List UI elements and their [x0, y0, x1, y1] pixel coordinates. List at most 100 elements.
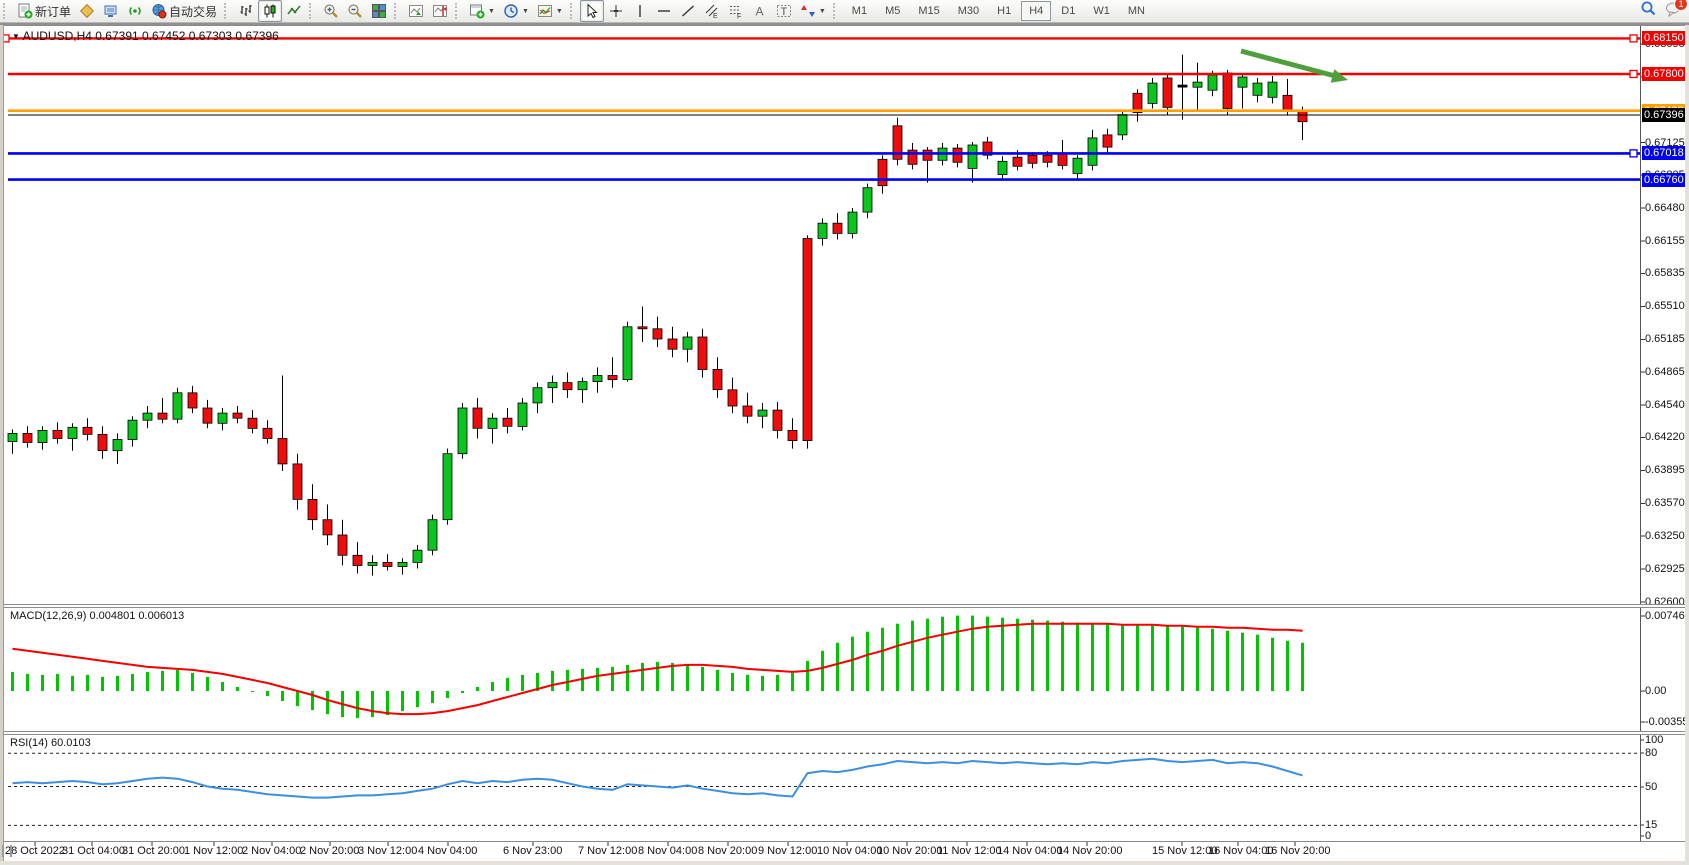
toolbar-grip [832, 3, 839, 19]
price-badge: 0.67800 [1642, 66, 1689, 81]
chevron-down-icon: ▼ [521, 7, 529, 15]
trendline-button[interactable] [676, 0, 700, 22]
period-button[interactable]: ▼ [499, 0, 533, 22]
auto-scroll-button[interactable] [404, 0, 428, 22]
auto-trading-button[interactable]: 自动交易 [147, 0, 221, 22]
timeframe-m1[interactable]: M1 [851, 5, 868, 17]
date-tick-label: 8 Nov 20:00 [698, 845, 758, 857]
symbol-period-label: AUDUSD,H4 [22, 29, 92, 43]
community-button[interactable]: 1 [1665, 0, 1688, 22]
clock-icon [503, 3, 519, 19]
macd-separator[interactable] [0, 604, 1689, 608]
new-order-button-label: 新订单 [35, 4, 72, 19]
timeframe-mn[interactable]: MN [1127, 5, 1145, 17]
chart-title: ▼ AUDUSD,H4 0.67391 0.67452 0.67303 0.67… [12, 29, 279, 43]
date-tick-label: 9 Nov 12:00 [758, 845, 818, 857]
price-tick-label: 0.64220 [1645, 431, 1685, 444]
signals-button[interactable] [123, 0, 147, 22]
line-handle[interactable] [1629, 69, 1638, 79]
text-button[interactable]: A [748, 0, 772, 22]
date-tick-label: 2 Nov 04:00 [242, 845, 302, 857]
timeframe-m5[interactable]: M5 [885, 5, 901, 17]
svg-text:E: E [713, 13, 718, 19]
chevron-down-icon: ▼ [818, 7, 826, 15]
date-tick-label: 10 Nov 04:00 [817, 845, 883, 857]
text-label-button[interactable]: T [772, 0, 796, 22]
resize-grip[interactable] [2, 845, 12, 857]
fibonacci-icon: F [728, 3, 744, 19]
autotrade-icon [151, 3, 167, 19]
zoom-in-button[interactable] [319, 0, 343, 22]
toolbar-grip [224, 3, 230, 19]
new-chart-button[interactable]: ▼ [465, 0, 499, 22]
timeframe-m30[interactable]: M30 [957, 5, 980, 17]
line-handle[interactable] [1629, 34, 1638, 43]
macd-tick-label: -0.003551 [1645, 716, 1689, 728]
crosshair-icon [608, 3, 624, 19]
date-tick-label: 10 Nov 20:00 [877, 845, 943, 857]
price-badge: 0.67018 [1642, 146, 1689, 161]
equidistant-channel-button[interactable]: E [700, 0, 724, 22]
rsi-tick-label: 80 [1645, 747, 1658, 759]
rsi-tick-label: 15 [1645, 819, 1658, 831]
auto-trading-button-label: 自动交易 [169, 4, 218, 19]
ohlc-label: 0.67391 0.67452 0.67303 0.67396 [95, 29, 279, 43]
chart-shift-button[interactable] [428, 0, 452, 22]
date-tick-label: 6 Nov 23:00 [503, 845, 563, 857]
timeframe-w1[interactable]: W1 [1093, 5, 1110, 17]
candle-chart-icon [262, 3, 278, 19]
price-tick-label: 0.65835 [1645, 267, 1685, 280]
fibonacci-button[interactable]: F [724, 0, 748, 22]
price-tick-label: 0.64865 [1645, 365, 1685, 378]
date-tick-label: 3 Nov 12:00 [358, 845, 418, 857]
arrows-icon [800, 3, 816, 19]
search-button[interactable] [1640, 0, 1657, 22]
zoom-out-button[interactable] [343, 0, 367, 22]
indicators-button[interactable]: ▼ [533, 0, 567, 22]
rsi-separator[interactable] [0, 731, 1689, 735]
timeframe-d1[interactable]: D1 [1061, 5, 1076, 17]
date-tick-label: 16 Nov 20:00 [1265, 845, 1331, 857]
rsi-tick-label: 100 [1645, 734, 1664, 746]
arrows-button[interactable]: ▼ [796, 0, 830, 22]
date-tick-label: 4 Nov 04:00 [418, 845, 478, 857]
price-tick-label: 0.65185 [1645, 333, 1685, 346]
new-order-button[interactable]: 新订单 [13, 0, 75, 22]
trend-arrow[interactable] [1240, 48, 1348, 83]
rsi-tick-label: 50 [1645, 781, 1658, 793]
chart-top-border [0, 25, 1689, 26]
one-click-arrow-icon[interactable]: ▼ [12, 32, 20, 41]
price-tick-label: 0.67125 [1645, 136, 1685, 149]
timeframe-h1[interactable]: H1 [997, 5, 1012, 17]
date-tick-label: 8 Nov 04:00 [638, 845, 698, 857]
date-tick-label: 16 Nov 04:00 [1208, 845, 1274, 857]
channel-icon: E [704, 3, 720, 19]
chart-shift-icon [432, 3, 448, 19]
horizontal-line-button[interactable] [652, 0, 676, 22]
line-chart-button[interactable] [282, 0, 306, 22]
crosshair-button[interactable] [604, 0, 628, 22]
bar-chart-button[interactable] [234, 0, 258, 22]
vertical-line-button[interactable] [628, 0, 652, 22]
terminal-button[interactable] [99, 0, 123, 22]
candlestick-chart-button[interactable] [258, 0, 283, 22]
cursor-button[interactable] [579, 0, 604, 22]
line-handle[interactable] [1629, 149, 1638, 158]
timeframe-h4[interactable]: H4 [1021, 1, 1052, 21]
notification-badge: 1 [1674, 0, 1688, 11]
market-watch-button[interactable] [75, 0, 99, 22]
price-tick-label: 0.63250 [1645, 529, 1685, 542]
timeframe-m15[interactable]: M15 [918, 5, 940, 17]
tile-windows-button[interactable] [367, 0, 391, 22]
price-badge: 0.68150 [1642, 31, 1689, 46]
zoom-out-icon [347, 3, 363, 19]
line-chart-icon [286, 3, 302, 19]
bar-chart-icon [238, 3, 254, 19]
price-tick-label: 0.62925 [1645, 562, 1685, 575]
toolbar-grip [455, 3, 461, 19]
text-icon: A [752, 3, 768, 19]
date-tick-label: 2 Nov 20:00 [300, 845, 360, 857]
toolbar-grip [394, 3, 400, 19]
chevron-down-icon: ▼ [488, 7, 495, 15]
